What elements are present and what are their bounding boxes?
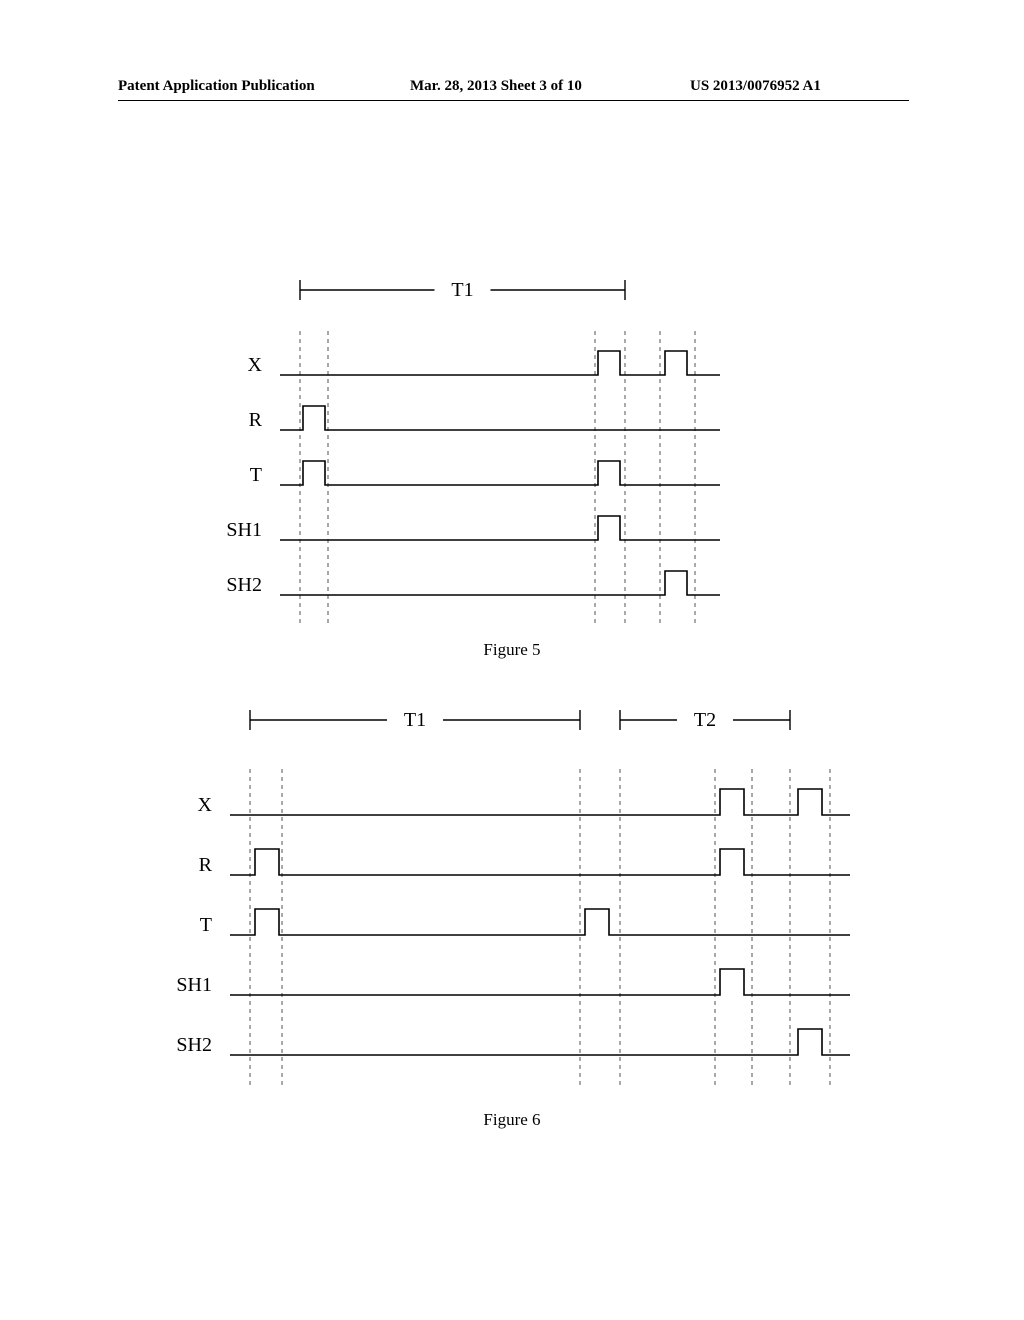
svg-text:T1: T1 bbox=[404, 709, 426, 731]
svg-text:X: X bbox=[198, 794, 213, 816]
figure-5-svg: T1 X R T SH1 SH2 bbox=[200, 260, 760, 620]
svg-text:T: T bbox=[250, 464, 262, 486]
svg-text:R: R bbox=[199, 854, 213, 876]
svg-text:SH2: SH2 bbox=[176, 1034, 212, 1056]
header-rule bbox=[118, 100, 909, 101]
svg-text:X: X bbox=[248, 354, 263, 376]
svg-text:T1: T1 bbox=[451, 279, 473, 301]
figure-6-svg: T1 T2 X R T SH1 SH2 bbox=[150, 690, 870, 1090]
figure-5-caption: Figure 5 bbox=[0, 640, 1024, 660]
svg-text:T2: T2 bbox=[694, 709, 716, 731]
header-right: US 2013/0076952 A1 bbox=[690, 78, 821, 95]
figure-6: T1 T2 X R T SH1 SH2 bbox=[150, 690, 870, 1090]
figure-5: T1 X R T SH1 SH2 bbox=[200, 260, 760, 620]
svg-text:SH1: SH1 bbox=[176, 974, 212, 996]
svg-text:T: T bbox=[200, 914, 212, 936]
header-left: Patent Application Publication bbox=[118, 78, 315, 95]
figure-6-caption: Figure 6 bbox=[0, 1110, 1024, 1130]
header-center: Mar. 28, 2013 Sheet 3 of 10 bbox=[410, 78, 582, 95]
svg-text:SH2: SH2 bbox=[226, 574, 262, 596]
svg-text:R: R bbox=[249, 409, 263, 431]
svg-text:SH1: SH1 bbox=[226, 519, 262, 541]
